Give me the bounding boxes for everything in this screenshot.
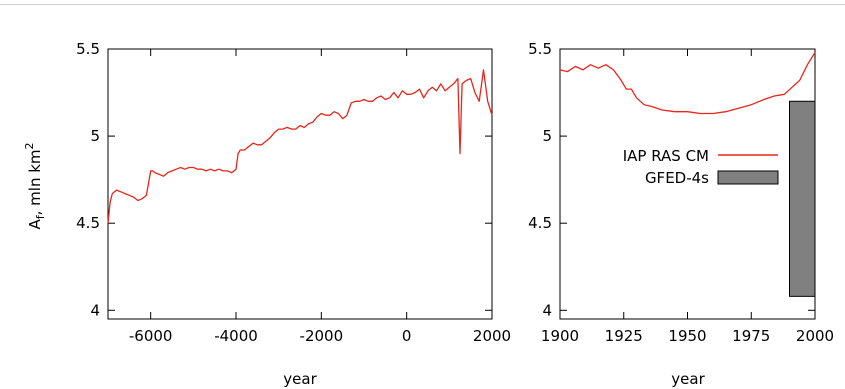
right-xtick-label: 1975 [732, 327, 770, 345]
right-series-group [559, 52, 816, 115]
legend: IAP RAS CM GFED-4s [623, 147, 779, 187]
left-xtick-label: 0 [402, 327, 412, 345]
legend-label-obs: GFED-4s [645, 169, 709, 187]
left-xtick-label: 2000 [473, 327, 511, 345]
left-series-line [107, 69, 493, 224]
right-ytick-label: 5.5 [528, 40, 552, 58]
right-xtick-label: 2000 [796, 327, 834, 345]
left-series-group [107, 69, 493, 224]
right-xtick-label: 1900 [541, 327, 579, 345]
left-ytick-label: 4.5 [76, 214, 100, 232]
right-y-ticks: 4 4.5 5 5.5 [528, 40, 815, 319]
top-divider [0, 4, 845, 5]
left-x-axis-label: year [283, 370, 317, 388]
legend-label-model: IAP RAS CM [623, 147, 709, 165]
left-y-axis-label: Af, mln km2 [23, 142, 47, 229]
left-plot-area: 4 4.5 5 5.5 -6000 -4000 -2000 0 2000 year Af, m… [23, 40, 511, 388]
right-xtick-label: 1950 [668, 327, 706, 345]
right-bars-group [789, 100, 816, 297]
gfed-bar [789, 100, 816, 297]
right-ytick-label: 4 [542, 301, 552, 319]
left-ytick-label: 4 [90, 301, 100, 319]
right-plot-area: 4 4.5 5 5.5 1900 1925 1950 1975 2000 year IAP R… [528, 40, 834, 388]
legend-swatch-obs [717, 170, 779, 185]
right-ytick-label: 5 [542, 127, 552, 145]
left-x-ticks: -6000 -4000 -2000 0 2000 [129, 49, 511, 345]
svg-text:Af, mln km2: Af, mln km2 [23, 142, 47, 229]
right-x-ticks: 1900 1925 1950 1975 2000 [541, 49, 834, 345]
right-x-axis-label: year [671, 370, 705, 388]
left-ytick-label: 5 [90, 127, 100, 145]
y-label-sup: 2 [23, 142, 36, 149]
left-y-ticks: 4 4.5 5 5.5 [76, 40, 492, 319]
right-series-line [559, 52, 816, 115]
left-plot-frame [107, 48, 493, 320]
y-label-main: A [26, 219, 44, 230]
right-xtick-label: 1925 [605, 327, 643, 345]
right-ytick-label: 4.5 [528, 214, 552, 232]
left-ytick-label: 5.5 [76, 40, 100, 58]
y-label-unit: , mln km [26, 149, 44, 215]
left-xtick-label: -6000 [129, 327, 173, 345]
left-xtick-label: -4000 [214, 327, 258, 345]
left-xtick-label: -2000 [300, 327, 344, 345]
y-label-sub: f [34, 214, 47, 219]
